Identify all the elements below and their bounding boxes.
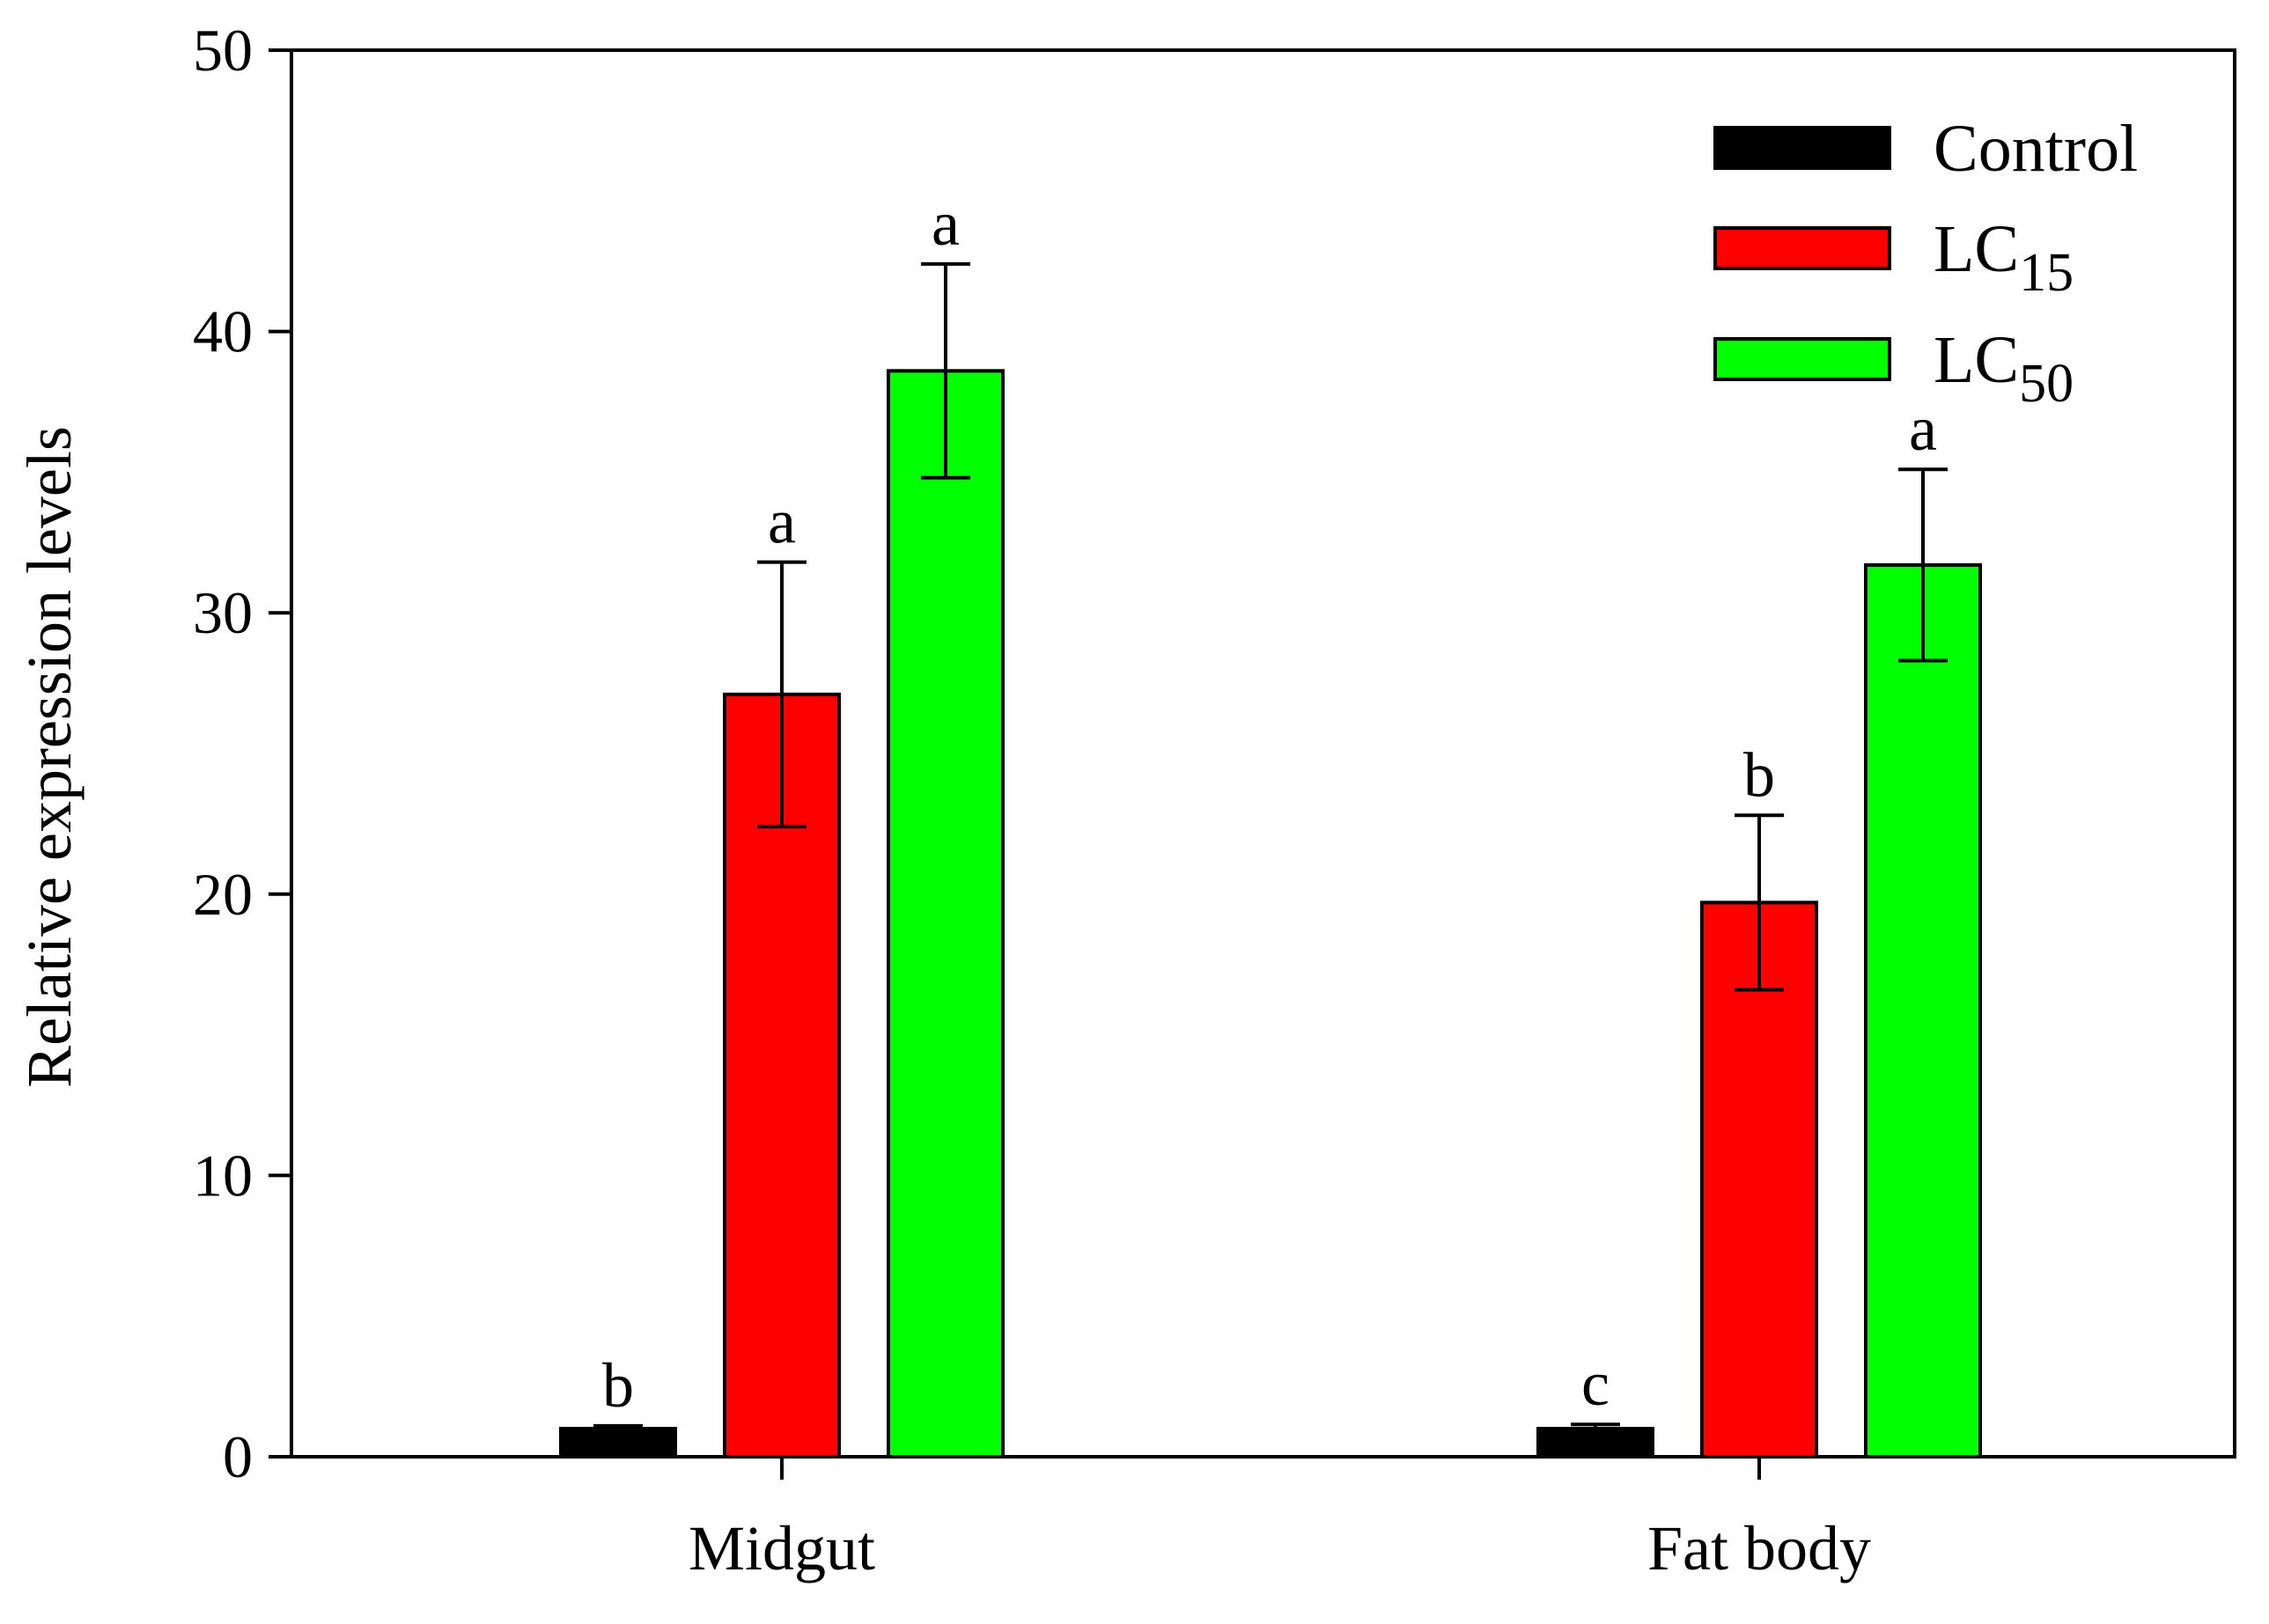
y-axis-title: Relative expression levels bbox=[14, 426, 85, 1088]
y-tick-label-10: 10 bbox=[193, 1142, 253, 1209]
y-tick-label-30: 30 bbox=[193, 579, 253, 646]
legend-label-Control: Control bbox=[1934, 112, 2138, 186]
significance-label-LC50-1: a bbox=[1909, 393, 1937, 464]
significance-label-Control-0: b bbox=[602, 1350, 634, 1421]
legend-label-LC15: LC15 bbox=[1934, 212, 2074, 303]
significance-label-Control-1: c bbox=[1581, 1348, 1610, 1419]
y-tick-label-50: 50 bbox=[193, 17, 253, 84]
y-axis-ticks: 0 10 20 30 40 50 bbox=[193, 17, 291, 1490]
bar-LC50-Midgut bbox=[887, 369, 1005, 1459]
bar-LC50-Fat-body bbox=[1864, 562, 1982, 1459]
significance-label-LC15-0: a bbox=[768, 487, 796, 557]
bar-LC15-Fat-body bbox=[1700, 900, 1818, 1459]
y-tick-label-0: 0 bbox=[223, 1423, 253, 1490]
category-label-0: Midgut bbox=[689, 1513, 875, 1584]
legend-swatch-LC50 bbox=[1713, 337, 1891, 381]
legend-swatch-LC15 bbox=[1713, 226, 1891, 270]
significance-label-LC15-1: b bbox=[1743, 739, 1775, 810]
legend-label-LC50: LC50 bbox=[1934, 323, 2074, 414]
y-tick-label-40: 40 bbox=[193, 298, 253, 365]
category-label-1: Fat body bbox=[1647, 1513, 1871, 1584]
significance-label-LC50-0: a bbox=[932, 188, 960, 259]
legend: Control LC15 LC50 bbox=[1713, 112, 2138, 414]
y-tick-label-20: 20 bbox=[193, 861, 253, 928]
bars: b a a c b a bbox=[559, 188, 1982, 1459]
legend-swatch-Control bbox=[1713, 126, 1891, 170]
x-axis-categories: Midgut Fat body bbox=[689, 1457, 1871, 1584]
plot-frame bbox=[290, 48, 2236, 1459]
